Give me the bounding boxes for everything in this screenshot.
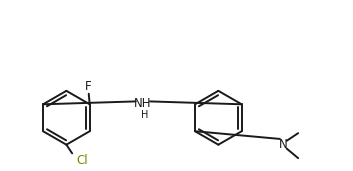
Text: Cl: Cl [76,154,88,167]
Text: N: N [279,138,288,151]
Text: F: F [84,80,91,93]
Text: H: H [140,110,148,120]
Text: NH: NH [133,97,151,110]
